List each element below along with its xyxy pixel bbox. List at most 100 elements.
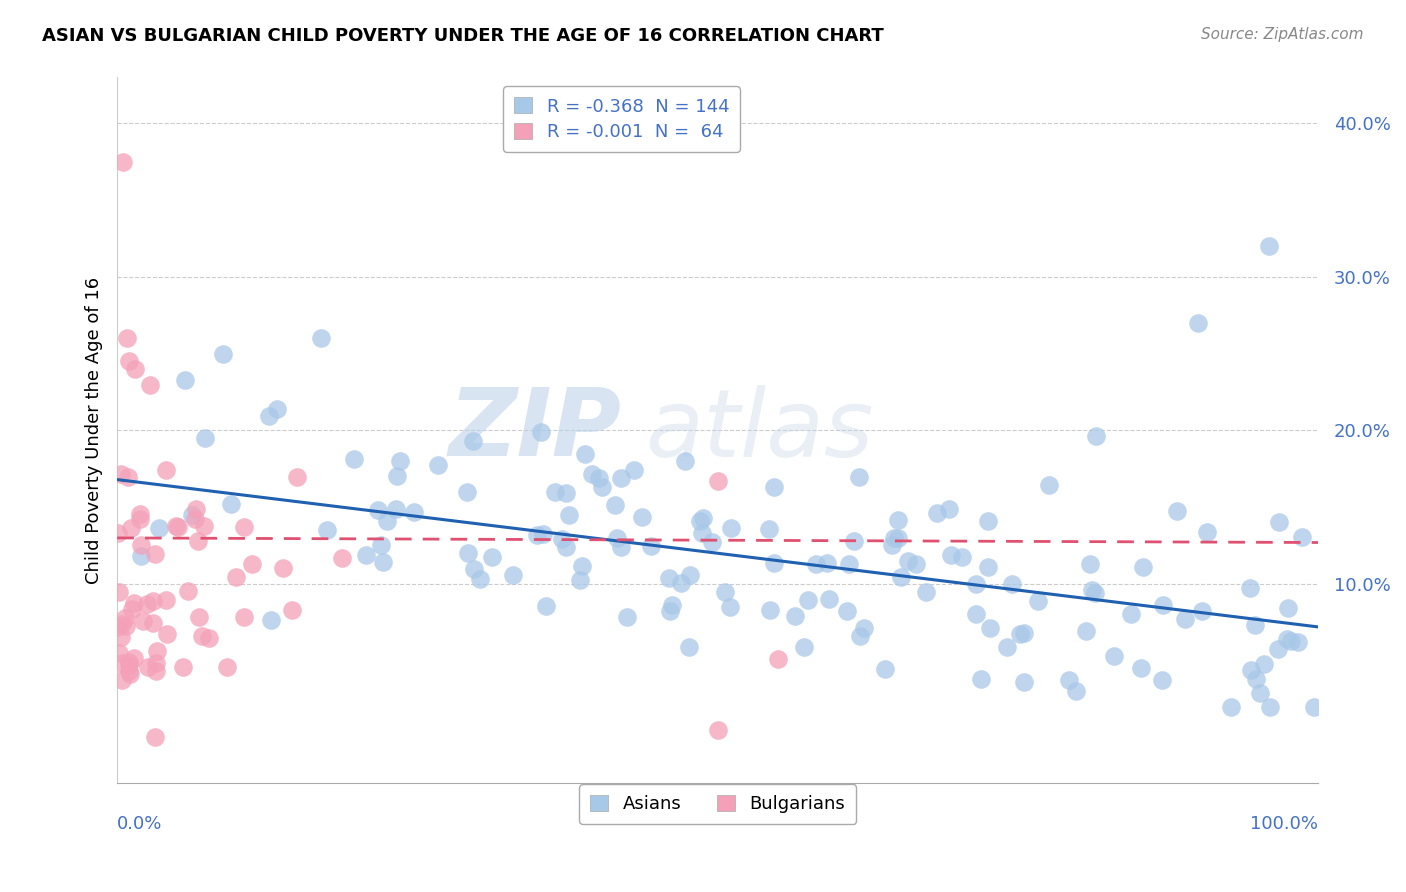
Point <box>107 526 129 541</box>
Point <box>1012 675 1035 690</box>
Point <box>142 594 165 608</box>
Point <box>766 652 789 666</box>
Point <box>259 613 281 627</box>
Point <box>330 550 353 565</box>
Point <box>661 599 683 613</box>
Point <box>356 548 378 562</box>
Point <box>558 508 581 522</box>
Point <box>457 546 479 560</box>
Point <box>1286 635 1309 649</box>
Point <box>1057 673 1080 687</box>
Point <box>603 499 626 513</box>
Point <box>1267 642 1289 657</box>
Point <box>1258 699 1281 714</box>
Point <box>470 572 492 586</box>
Point <box>155 463 177 477</box>
Point <box>385 469 408 483</box>
Point <box>145 547 167 561</box>
Point <box>887 512 910 526</box>
Point <box>118 354 141 368</box>
Point <box>904 557 927 571</box>
Point <box>1197 525 1219 540</box>
Point <box>793 640 815 654</box>
Point <box>1064 683 1087 698</box>
Point <box>591 480 613 494</box>
Point <box>1084 586 1107 600</box>
Point <box>941 549 963 563</box>
Point <box>673 453 696 467</box>
Point <box>114 611 136 625</box>
Point <box>690 525 713 540</box>
Point <box>463 434 485 449</box>
Point <box>1243 617 1265 632</box>
Point <box>129 512 152 526</box>
Text: atlas: atlas <box>645 385 875 476</box>
Point <box>1085 429 1108 443</box>
Point <box>806 557 828 571</box>
Point <box>631 510 654 524</box>
Point <box>110 630 132 644</box>
Point <box>1258 239 1281 253</box>
Point <box>658 571 681 585</box>
Point <box>177 584 200 599</box>
Point <box>367 502 389 516</box>
Point <box>1000 577 1022 591</box>
Point <box>1281 634 1303 648</box>
Point <box>530 425 553 440</box>
Point <box>145 656 167 670</box>
Point <box>309 331 332 345</box>
Text: ZIP: ZIP <box>449 384 621 476</box>
Point <box>873 662 896 676</box>
Point <box>995 640 1018 654</box>
Point <box>373 555 395 569</box>
Point <box>555 541 578 555</box>
Point <box>219 498 242 512</box>
Point <box>610 540 633 554</box>
Point <box>1240 663 1263 677</box>
Point <box>117 665 139 679</box>
Point <box>669 576 692 591</box>
Point <box>1119 607 1142 621</box>
Point <box>536 599 558 613</box>
Point <box>456 485 478 500</box>
Point <box>385 501 408 516</box>
Point <box>426 458 449 473</box>
Point <box>1012 626 1035 640</box>
Point <box>714 585 737 599</box>
Point <box>266 402 288 417</box>
Point <box>370 538 392 552</box>
Point <box>131 538 153 552</box>
Point <box>165 519 187 533</box>
Point <box>117 469 139 483</box>
Point <box>143 731 166 745</box>
Text: 0.0%: 0.0% <box>117 815 163 833</box>
Point <box>554 486 576 500</box>
Point <box>121 602 143 616</box>
Point <box>155 592 177 607</box>
Point <box>174 373 197 387</box>
Point <box>120 666 142 681</box>
Point <box>1191 604 1213 618</box>
Point <box>122 597 145 611</box>
Point <box>1253 657 1275 671</box>
Point <box>718 599 741 614</box>
Point <box>1166 504 1188 518</box>
Point <box>257 409 280 424</box>
Point <box>1132 560 1154 574</box>
Text: ASIAN VS BULGARIAN CHILD POVERTY UNDER THE AGE OF 16 CORRELATION CHART: ASIAN VS BULGARIAN CHILD POVERTY UNDER T… <box>42 27 884 45</box>
Point <box>616 609 638 624</box>
Point <box>212 347 235 361</box>
Point <box>191 629 214 643</box>
Point <box>797 593 820 607</box>
Point <box>544 484 567 499</box>
Point <box>976 514 998 528</box>
Y-axis label: Child Poverty Under the Age of 16: Child Poverty Under the Age of 16 <box>86 277 103 584</box>
Point <box>692 511 714 525</box>
Point <box>762 557 785 571</box>
Point <box>818 591 841 606</box>
Point <box>1219 699 1241 714</box>
Point <box>883 531 905 545</box>
Point <box>1038 478 1060 492</box>
Point <box>1008 627 1031 641</box>
Point <box>762 480 785 494</box>
